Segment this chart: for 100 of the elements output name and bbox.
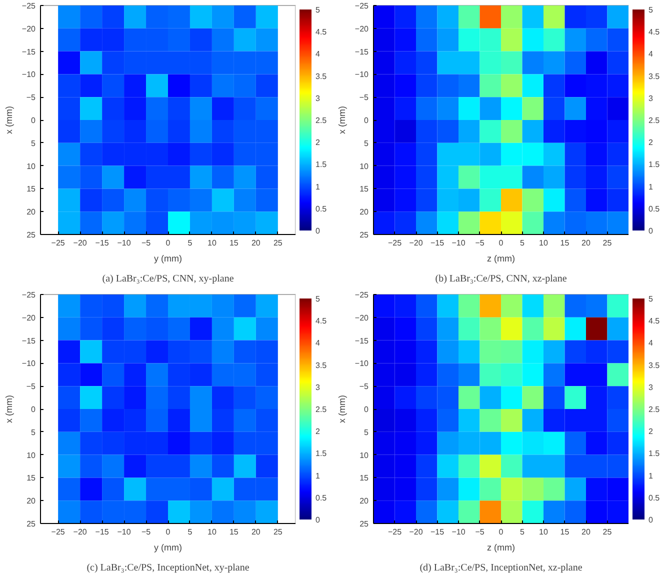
x-tick-label: −15 xyxy=(95,528,110,536)
y-tick-label: −15 xyxy=(22,336,36,346)
x-tick-label: 20 xyxy=(582,528,591,536)
x-tick-label: 0 xyxy=(498,238,504,248)
y-axis-title: x (mm) xyxy=(336,394,347,423)
x-tick-label: −20 xyxy=(73,528,88,536)
x-tick-label: −5 xyxy=(475,528,485,536)
color-bar-label: 3.5 xyxy=(648,72,660,81)
color-bar-label: 0 xyxy=(316,516,320,524)
x-tick-label: −5 xyxy=(141,528,152,536)
y-tick-label: 0 xyxy=(31,405,36,414)
color-bar-label: 2 xyxy=(316,427,320,436)
color-bar-label: 5 xyxy=(316,6,320,14)
y-tick-label: −10 xyxy=(354,70,370,80)
color-bar-label: 3.5 xyxy=(648,360,660,370)
color-bar-label: 3 xyxy=(316,94,320,103)
y-tick-label: −10 xyxy=(354,359,370,368)
color-bar-label: 2 xyxy=(648,138,654,148)
color-bar-label: 2.5 xyxy=(316,116,328,125)
color-bar-label: 0.5 xyxy=(316,493,328,502)
y-tick-label: −20 xyxy=(22,24,36,34)
x-tick-label: 15 xyxy=(230,528,239,536)
y-tick-label: 5 xyxy=(364,138,370,148)
x-tick-label: 20 xyxy=(582,238,591,248)
color-bar-label: 1 xyxy=(316,182,320,192)
text: (c) LaBr₃:Ce/PS, InceptionNet, xy-plane xyxy=(86,562,250,574)
x-tick-label: 15 xyxy=(560,528,570,536)
color-bar-label: 0 xyxy=(316,226,320,236)
color-bar-label: 2.5 xyxy=(648,116,660,125)
color-bar-label: 2.5 xyxy=(648,405,660,414)
x-tick-label: −10 xyxy=(452,528,466,536)
y-tick-label: −5 xyxy=(359,93,370,102)
x-tick-label: −10 xyxy=(117,528,132,536)
color-bar-label: 1.5 xyxy=(316,449,328,458)
x-tick-label: 25 xyxy=(602,528,612,536)
x-tick-label: 15 xyxy=(230,238,239,248)
x-axis-title: z (mm) xyxy=(487,254,516,264)
y-tick-label: −15 xyxy=(22,47,36,56)
text: (b) LaBr₃:Ce/PS, CNN, xz-plane xyxy=(435,274,568,284)
color-bar-label: 3 xyxy=(316,382,320,392)
color-bar-label: 0.5 xyxy=(316,204,328,214)
x-tick-label: 0 xyxy=(166,238,171,248)
color-bar-label: 5 xyxy=(648,6,654,14)
y-axis-title: x (mm) xyxy=(4,394,14,423)
x-tick-label: 10 xyxy=(539,238,548,248)
text: (d) LaBr₃:Ce/PS, InceptionNet, xz-plane xyxy=(420,562,583,574)
x-tick-label: 0 xyxy=(498,528,504,536)
x-tick-label: 5 xyxy=(188,528,193,536)
color-bar-label: 4 xyxy=(316,50,320,59)
x-tick-label: −10 xyxy=(452,238,466,248)
y-tick-label: 0 xyxy=(364,116,370,125)
x-tick-label: 10 xyxy=(208,238,217,248)
y-tick-label: 10 xyxy=(360,450,370,460)
x-tick-label: 20 xyxy=(251,528,261,536)
y-tick-label: 25 xyxy=(360,230,370,240)
x-tick-label: −10 xyxy=(117,238,132,248)
color-bar-label: 0 xyxy=(648,226,654,236)
y-tick-label: 10 xyxy=(26,162,36,171)
x-tick-label: 0 xyxy=(166,528,171,536)
color-bar-label: 4.5 xyxy=(316,28,328,37)
color-bar-label: 1.5 xyxy=(648,160,660,170)
y-tick-label: −5 xyxy=(359,382,370,392)
color-bar-label: 3.5 xyxy=(316,360,328,370)
y-tick-label: 15 xyxy=(360,474,370,483)
x-tick-label: 20 xyxy=(251,238,261,248)
y-tick-label: −15 xyxy=(354,336,370,346)
y-tick-label: 20 xyxy=(360,496,370,506)
color-bar-label: 5 xyxy=(648,294,654,304)
x-axis-title: y (mm) xyxy=(154,254,182,264)
y-axis-title: x (mm) xyxy=(4,106,14,134)
y-tick-label: 15 xyxy=(26,474,36,483)
x-tick-label: 25 xyxy=(273,238,283,248)
y-tick-label: 15 xyxy=(360,184,370,194)
color-bar-label: 2 xyxy=(316,138,320,148)
color-bar-label: 1 xyxy=(648,471,654,480)
x-tick-label: 10 xyxy=(539,528,548,536)
x-tick-label: 5 xyxy=(520,528,526,536)
color-bar-label: 4.5 xyxy=(648,28,660,37)
y-tick-label: 5 xyxy=(31,428,36,437)
x-tick-label: −15 xyxy=(430,238,445,248)
y-tick-label: 0 xyxy=(364,405,370,414)
y-tick-label: −25 xyxy=(22,290,36,300)
text: (a) LaBr₃:Ce/PS, CNN, xy-plane xyxy=(102,274,234,284)
x-tick-label: −25 xyxy=(388,238,402,248)
y-tick-label: −25 xyxy=(354,2,370,10)
color-bar-label: 5 xyxy=(316,294,320,304)
y-tick-label: 0 xyxy=(31,116,36,125)
color-bar-label: 4.5 xyxy=(316,316,328,326)
x-tick-label: 25 xyxy=(273,528,283,536)
color-bar-label: 4 xyxy=(316,338,320,348)
color-bar-label: 1 xyxy=(316,471,320,480)
x-tick-label: −20 xyxy=(409,528,424,536)
color-bar-label: 1 xyxy=(648,182,654,192)
y-tick-label: 15 xyxy=(26,184,36,194)
y-tick-label: −5 xyxy=(26,382,36,392)
x-tick-label: −25 xyxy=(51,528,66,536)
y-axis-title: x (mm) xyxy=(336,106,347,134)
color-bar-label: 2.5 xyxy=(316,405,328,414)
y-tick-label: 20 xyxy=(26,496,36,506)
color-bar-label: 3.5 xyxy=(316,72,328,81)
